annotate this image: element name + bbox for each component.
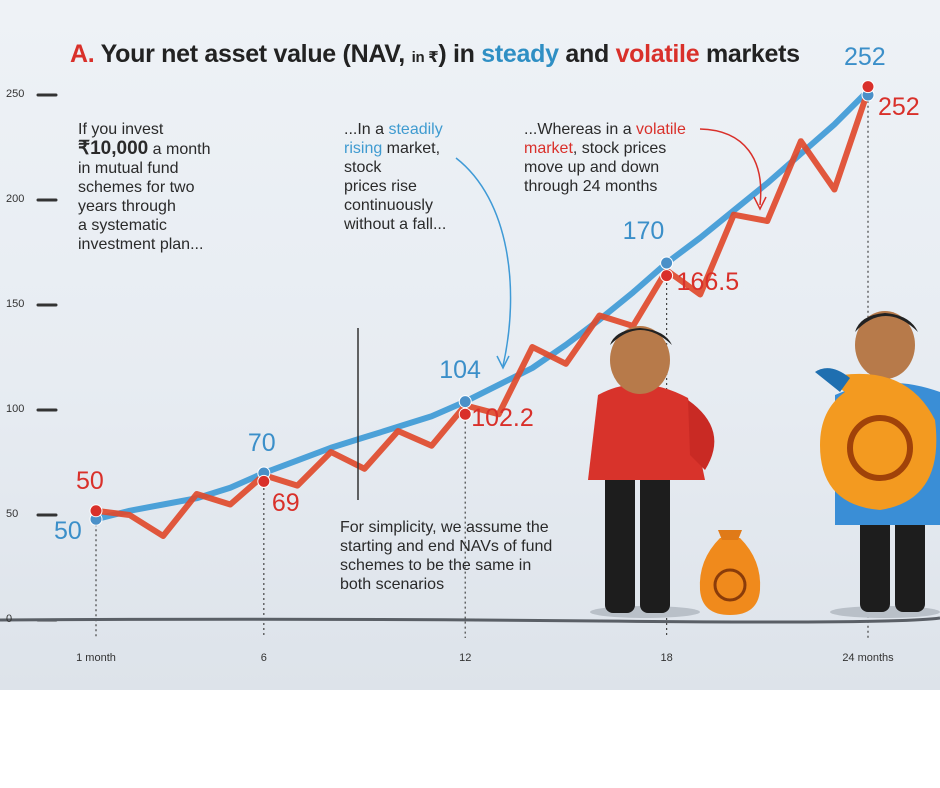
volatile-point-label: 166.5 [676,267,740,296]
series-layer [93,87,871,539]
worried-investor-illustration [588,326,715,618]
intro-amount: ₹10,000 [78,138,149,159]
steady-note-text: ...In a [344,121,389,138]
intro-line: years through [78,198,176,215]
volatile-series-line [93,87,871,539]
y-tick-label: 150 [6,298,25,310]
steady-arrowhead [496,355,510,370]
steady-note-line: stock [344,159,382,176]
volatile-point [257,474,271,488]
y-tick-label: 100 [6,403,25,415]
point-layer [89,80,875,526]
volatile-point-label: 102.2 [471,404,534,433]
volatile-point [458,407,472,421]
title-prefix: A. [70,40,95,68]
steady-note-line: continuously [344,197,433,214]
y-tick-label: 0 [6,613,13,625]
intro-line: a systematic [78,217,167,234]
intro-line: in mutual fund [78,160,179,177]
volatile-note: ...Whereas in a volatile market, stock p… [524,120,686,196]
steady-note-line: without a fall... [344,216,447,233]
volatile-note-line: through 24 months [524,178,658,195]
simplicity-note-line: For simplicity, we assume the [340,519,549,536]
infographic: A. Your net asset value (NAV, in ₹) in s… [0,0,940,690]
steady-note-line: rising market, [344,139,446,158]
ground-line [0,616,940,624]
steady-point [458,395,472,409]
title-part2: ) in [438,40,482,68]
title-steady-word: steady [481,40,559,68]
volatile-point [660,269,674,283]
steady-point-label: 104 [439,355,481,384]
decor-layer [0,128,940,624]
title-and-word: and [558,40,616,68]
steady-arrow [455,157,512,367]
y-tick-label: 250 [6,88,25,100]
x-tick-label: 12 [459,652,472,664]
x-tick-label: 1 month [76,652,116,664]
volatile-point-label: 69 [271,489,300,518]
title-part1: Your net asset value (NAV, [100,40,412,68]
chart-title: A. Your net asset value (NAV, in ₹) in s… [70,40,800,69]
line-chart [0,80,940,638]
intro-note: If you invest ₹10,000 a month in mutual … [78,120,210,254]
steady-note-line: prices rise [344,178,417,195]
volatile-point [89,504,103,518]
steady-point-label: 50 [54,517,82,546]
steady-note: ...In a steadily rising market, stock pr… [344,120,446,234]
happy-investor-illustration [815,311,940,618]
volatile-note-line: move up and down [524,159,660,176]
title-volatile-word: volatile [615,40,700,68]
simplicity-note-line: starting and end NAVs of fund [340,538,553,555]
x-tick-label: 6 [260,652,267,664]
steady-note-line: ...In a steadily [344,120,446,139]
x-tick-label: 24 months [842,652,894,664]
steady-point-label: 170 [622,217,665,245]
y-tick-label: 50 [6,508,19,520]
steady-note-highlight: steadily [388,121,443,138]
volatile-note-text: ...Whereas in a [524,121,637,138]
steady-note-highlight: rising [344,140,383,157]
volatile-note-line: market, stock prices [524,139,686,158]
volatile-point-label: 252 [878,92,920,121]
steady-point-label: 70 [247,429,276,457]
y-tick-label: 200 [6,193,25,205]
steady-point [660,256,674,270]
volatile-note-highlight: market [524,140,573,157]
volatile-arrow [699,128,762,206]
steady-note-text: market, [382,140,441,157]
volatile-note-text: , stock prices [572,140,667,157]
volatile-note-highlight: volatile [636,121,686,138]
intro-line: schemes for two [78,179,195,196]
steady-series-line [93,87,871,523]
volatile-point-label: 50 [76,466,104,495]
simplicity-note-line: schemes to be the same in [340,557,532,574]
simplicity-note-line: both scenarios [340,576,445,593]
x-tick-label: 18 [660,652,673,664]
intro-line: investment plan... [78,236,204,253]
steady-point-label: 252 [844,43,886,71]
simplicity-note: For simplicity, we assume the starting a… [340,518,552,594]
title-part3: markets [699,40,800,68]
volatile-arrowhead [753,196,767,211]
intro-line: a month [148,141,211,158]
intro-amount-line: ₹10,000 a month [78,139,210,159]
small-money-bag-illustration [699,530,761,615]
volatile-note-line: ...Whereas in a volatile [524,120,686,139]
volatile-point [861,80,875,94]
intro-line: If you invest [78,121,164,138]
title-unit: in ₹ [411,49,439,66]
